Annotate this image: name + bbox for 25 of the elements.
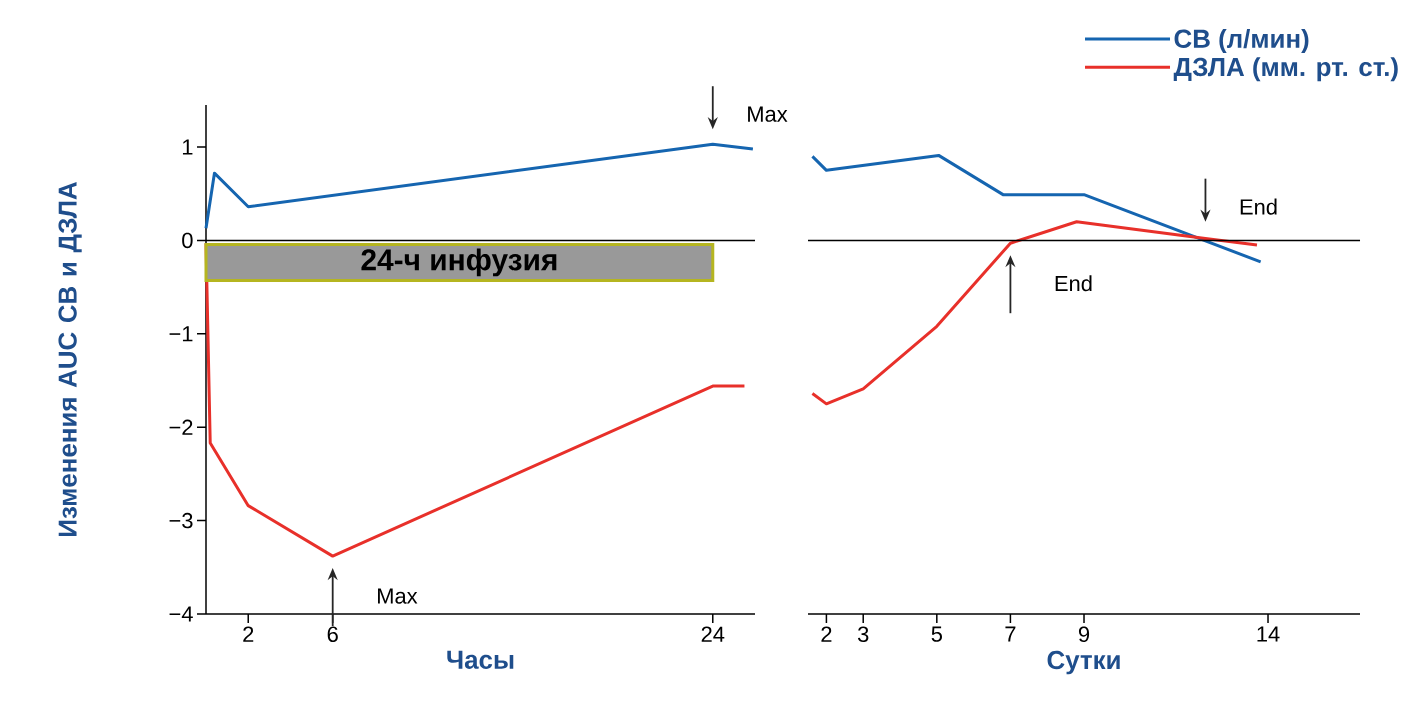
x-tick-label: 5 [931,626,942,642]
x-tick-label: 24 [701,626,725,642]
y-tick-label: −2 [169,419,193,435]
x-tick-label: 2 [821,626,832,642]
y-tick-label: −1 [169,326,193,342]
y-tick-label: 1 [182,139,193,155]
y-axis-title: Изменения AUC СВ и ДЗЛА [58,182,82,536]
legend-label: ДЗЛА (мм. рт. ст.) [1173,57,1398,82]
y-tick-label: −4 [169,606,193,622]
annotation: Max [748,106,788,122]
x-tick-label: 9 [1078,626,1090,643]
y-tick-label: 0 [182,232,193,249]
x-axis-title: Сутки [1047,650,1120,675]
y-tick-label: −3 [169,512,193,529]
x-tick-label: 2 [243,626,254,642]
x-tick-label: 7 [1005,626,1016,642]
x-tick-label: 14 [1257,626,1280,642]
band-label: 24-ч инфузия [361,248,557,277]
annotation: End [1240,198,1277,215]
annotation: End [1055,275,1092,292]
x-tick-label: 3 [857,626,869,643]
annotation: Max [378,588,418,604]
legend-label: СВ (л/мин) [1174,28,1309,54]
x-axis-title: Часы [447,650,514,669]
x-tick-label: 6 [327,626,338,643]
